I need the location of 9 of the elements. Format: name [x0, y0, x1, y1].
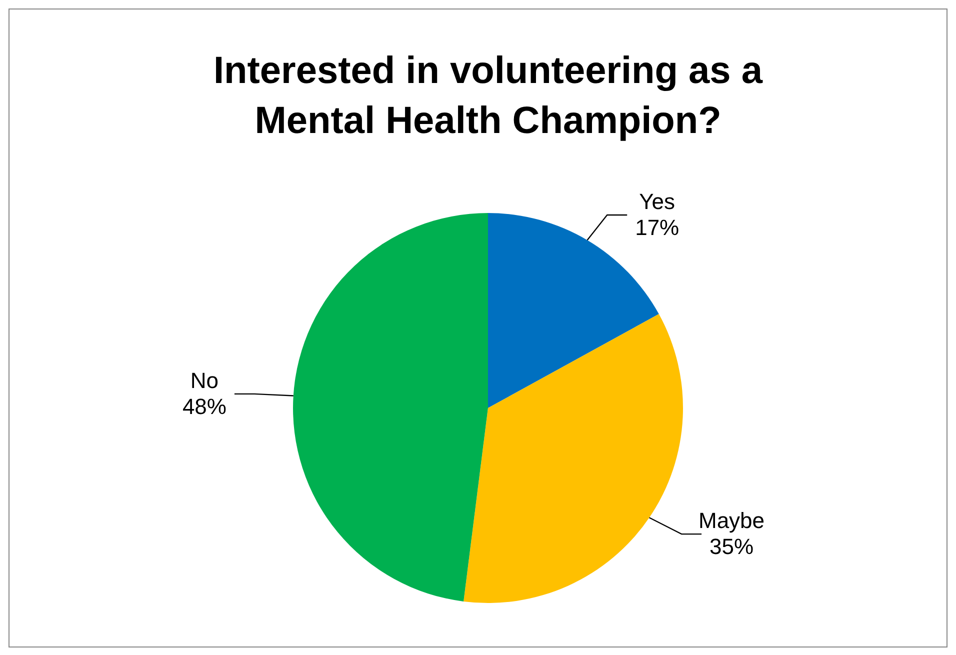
chart-title: Interested in volunteering as a Mental Health Champion?: [213, 50, 764, 142]
slice-label: Yes: [639, 188, 676, 214]
data-label: 17%: [635, 214, 680, 240]
slice-label: Maybe: [698, 508, 765, 534]
slice-label: No: [190, 368, 219, 393]
data-label: 48%: [182, 394, 226, 419]
pie-slice: [293, 213, 488, 602]
data-label: 35%: [710, 534, 754, 560]
pie-slice: [464, 314, 683, 603]
